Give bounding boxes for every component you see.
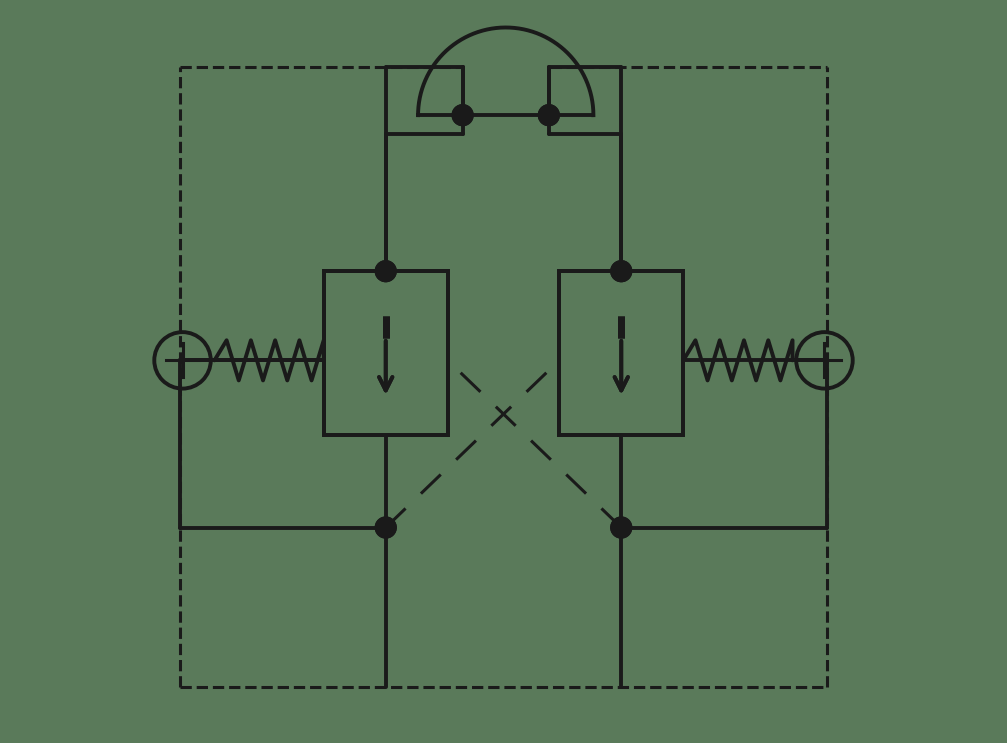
Circle shape (452, 105, 473, 126)
Circle shape (611, 261, 631, 282)
Circle shape (539, 105, 559, 126)
Circle shape (452, 105, 473, 126)
Bar (323, 271, 448, 435)
Circle shape (539, 105, 559, 126)
Circle shape (611, 517, 631, 538)
Bar (559, 271, 684, 435)
Circle shape (376, 517, 396, 538)
Circle shape (376, 261, 396, 282)
Bar (559, 271, 684, 435)
Circle shape (611, 261, 631, 282)
Circle shape (376, 261, 396, 282)
Bar (323, 271, 448, 435)
Circle shape (611, 517, 631, 538)
Circle shape (376, 517, 396, 538)
